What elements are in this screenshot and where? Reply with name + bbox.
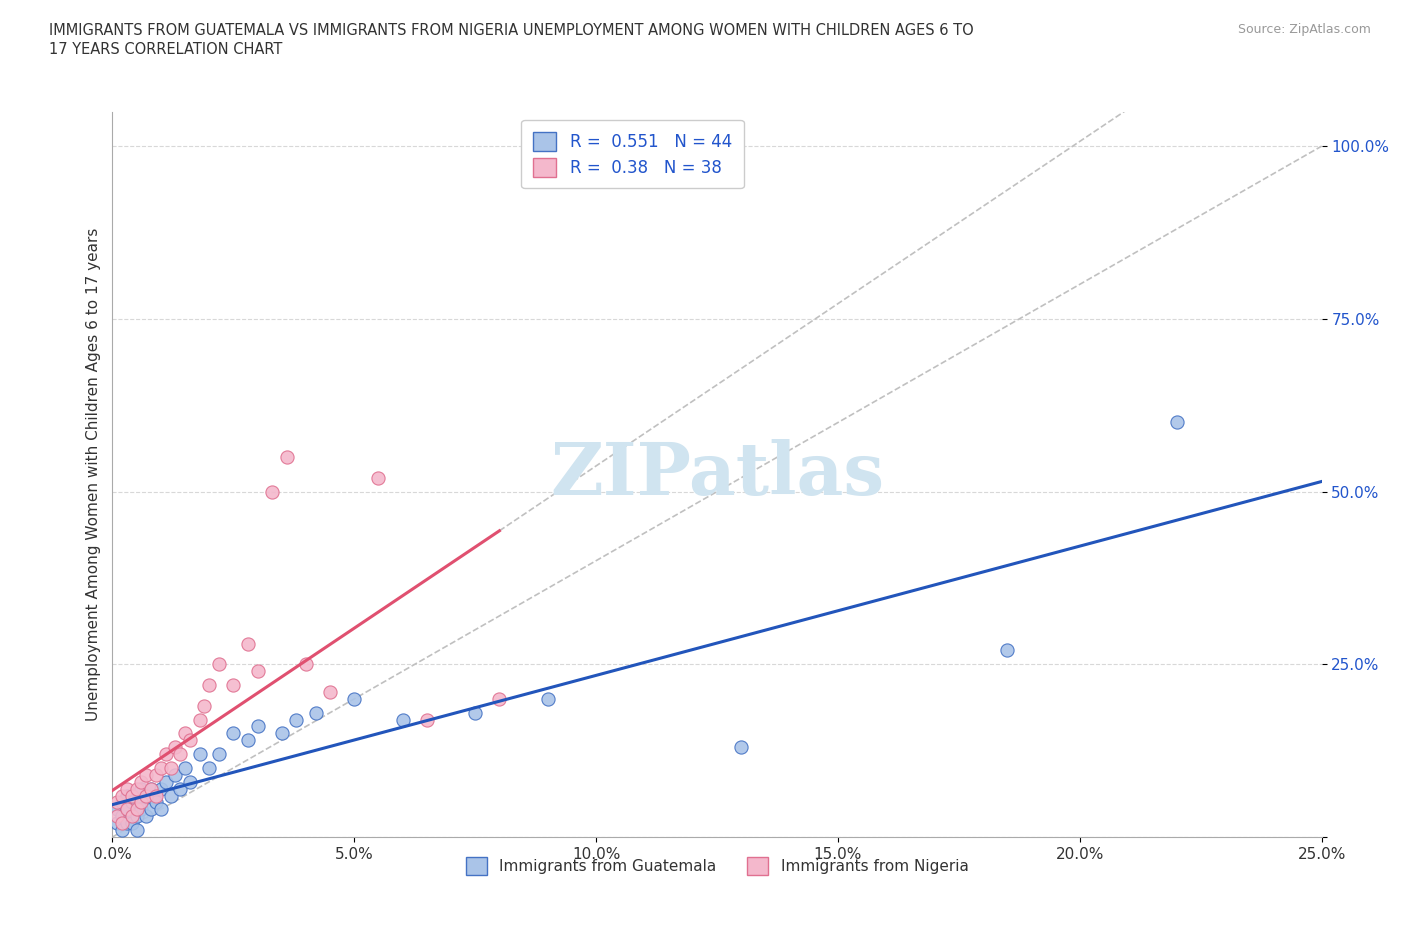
Point [276,449,298,464]
Point [537,691,560,706]
Point [270,726,292,741]
Point [179,733,201,748]
Point [208,747,231,762]
Point [141,781,163,796]
Point [193,698,215,713]
Point [111,823,134,838]
Point [125,823,148,838]
Point [165,767,187,782]
Point [115,816,138,830]
Point [115,788,138,803]
Point [149,761,172,776]
Point [159,761,181,776]
Point [995,643,1018,658]
Point [125,795,148,810]
Point [111,795,134,810]
Point [464,705,486,720]
Point [135,809,157,824]
Point [125,802,148,817]
Point [135,788,157,803]
Legend: Immigrants from Guatemala, Immigrants from Nigeria: Immigrants from Guatemala, Immigrants fr… [457,848,977,884]
Point [416,712,439,727]
Point [105,802,128,817]
Point [343,691,366,706]
Point [179,775,201,790]
Point [105,816,128,830]
Point [391,712,413,727]
Point [295,657,318,671]
Point [125,781,148,796]
Text: ZIPatlas: ZIPatlas [550,439,884,510]
Point [319,684,342,699]
Point [222,678,245,693]
Point [236,733,259,748]
Point [131,775,153,790]
Point [304,705,326,720]
Point [155,775,177,790]
Text: 17 YEARS CORRELATION CHART: 17 YEARS CORRELATION CHART [49,42,283,57]
Point [246,664,269,679]
Point [246,719,269,734]
Point [131,795,153,810]
Text: Source: ZipAtlas.com: Source: ZipAtlas.com [1237,23,1371,36]
Point [165,739,187,754]
Text: IMMIGRANTS FROM GUATEMALA VS IMMIGRANTS FROM NIGERIA UNEMPLOYMENT AMONG WOMEN WI: IMMIGRANTS FROM GUATEMALA VS IMMIGRANTS … [49,23,974,38]
Point [105,809,128,824]
Point [222,726,245,741]
Point [135,767,157,782]
Point [121,816,143,830]
Point [111,816,134,830]
Point [262,485,284,499]
Point [131,781,153,796]
Point [198,761,221,776]
Point [174,726,197,741]
Point [285,712,308,727]
Point [236,636,259,651]
Point [111,788,134,803]
Point [105,795,128,810]
Point [149,802,172,817]
Point [1166,415,1188,430]
Point [159,788,181,803]
Point [488,691,510,706]
Point [155,747,177,762]
Point [198,678,221,693]
Point [141,781,163,796]
Point [125,809,148,824]
Point [121,788,143,803]
Point [115,802,138,817]
Y-axis label: Unemployment Among Women with Children Ages 6 to 17 years: Unemployment Among Women with Children A… [86,228,101,721]
Point [145,788,167,803]
Point [145,767,167,782]
Point [111,809,134,824]
Point [145,795,167,810]
Point [169,747,191,762]
Point [115,802,138,817]
Point [135,788,157,803]
Point [169,781,191,796]
Point [121,795,143,810]
Point [367,471,389,485]
Point [121,809,143,824]
Point [141,802,163,817]
Point [188,712,211,727]
Point [115,781,138,796]
Point [730,739,752,754]
Point [188,747,211,762]
Point [208,657,231,671]
Point [149,781,172,796]
Point [131,802,153,817]
Point [174,761,197,776]
